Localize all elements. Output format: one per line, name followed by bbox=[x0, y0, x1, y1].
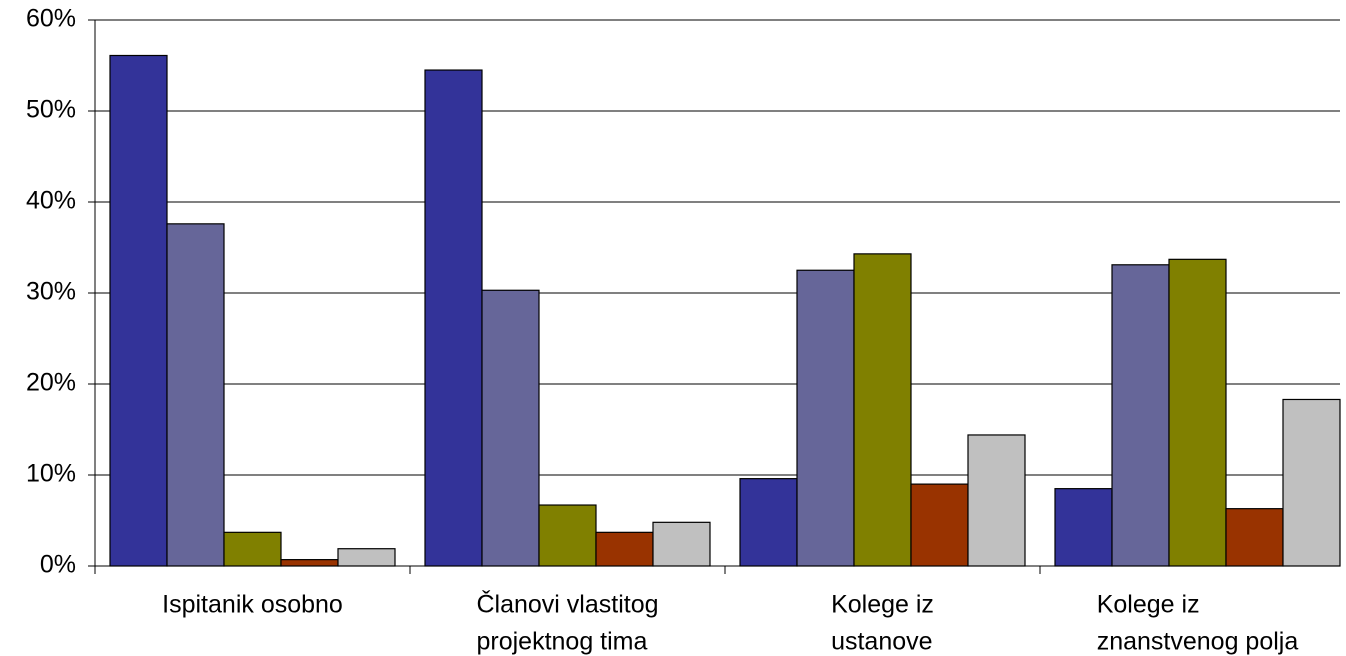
bar bbox=[337, 548, 396, 567]
bar bbox=[1111, 264, 1170, 567]
bar bbox=[280, 559, 339, 567]
bar bbox=[538, 504, 597, 567]
bar bbox=[739, 478, 798, 567]
x-tick-label: projektnog tima bbox=[476, 628, 647, 656]
x-tick-label: Ispitanik osobno bbox=[162, 591, 343, 619]
x-tick-label: Kolege iz bbox=[1097, 591, 1200, 619]
bar bbox=[1225, 508, 1284, 567]
y-tick-label: 50% bbox=[26, 96, 76, 124]
y-tick-label: 30% bbox=[26, 278, 76, 306]
bar bbox=[481, 289, 540, 567]
x-tick-label: ustanove bbox=[831, 628, 932, 656]
y-tick-label: 20% bbox=[26, 369, 76, 397]
y-tick-label: 10% bbox=[26, 460, 76, 488]
x-tick-label: znanstvenog polja bbox=[1097, 628, 1299, 656]
bar bbox=[853, 253, 912, 567]
bar bbox=[1282, 398, 1341, 567]
x-tick-label: Kolege iz bbox=[831, 591, 934, 619]
bar bbox=[166, 223, 225, 567]
bar bbox=[1168, 258, 1227, 567]
bar bbox=[796, 269, 855, 567]
x-tick-label: Članovi vlastitog bbox=[476, 590, 658, 619]
y-tick-label: 0% bbox=[40, 551, 76, 579]
y-tick-label: 60% bbox=[26, 5, 76, 33]
bar bbox=[424, 69, 483, 567]
bar bbox=[652, 521, 711, 567]
bar bbox=[967, 434, 1026, 567]
y-tick-label: 40% bbox=[26, 187, 76, 215]
bar bbox=[109, 54, 168, 567]
bar bbox=[910, 483, 969, 567]
bar bbox=[595, 531, 654, 567]
bar bbox=[1054, 488, 1113, 567]
bar bbox=[223, 531, 282, 567]
